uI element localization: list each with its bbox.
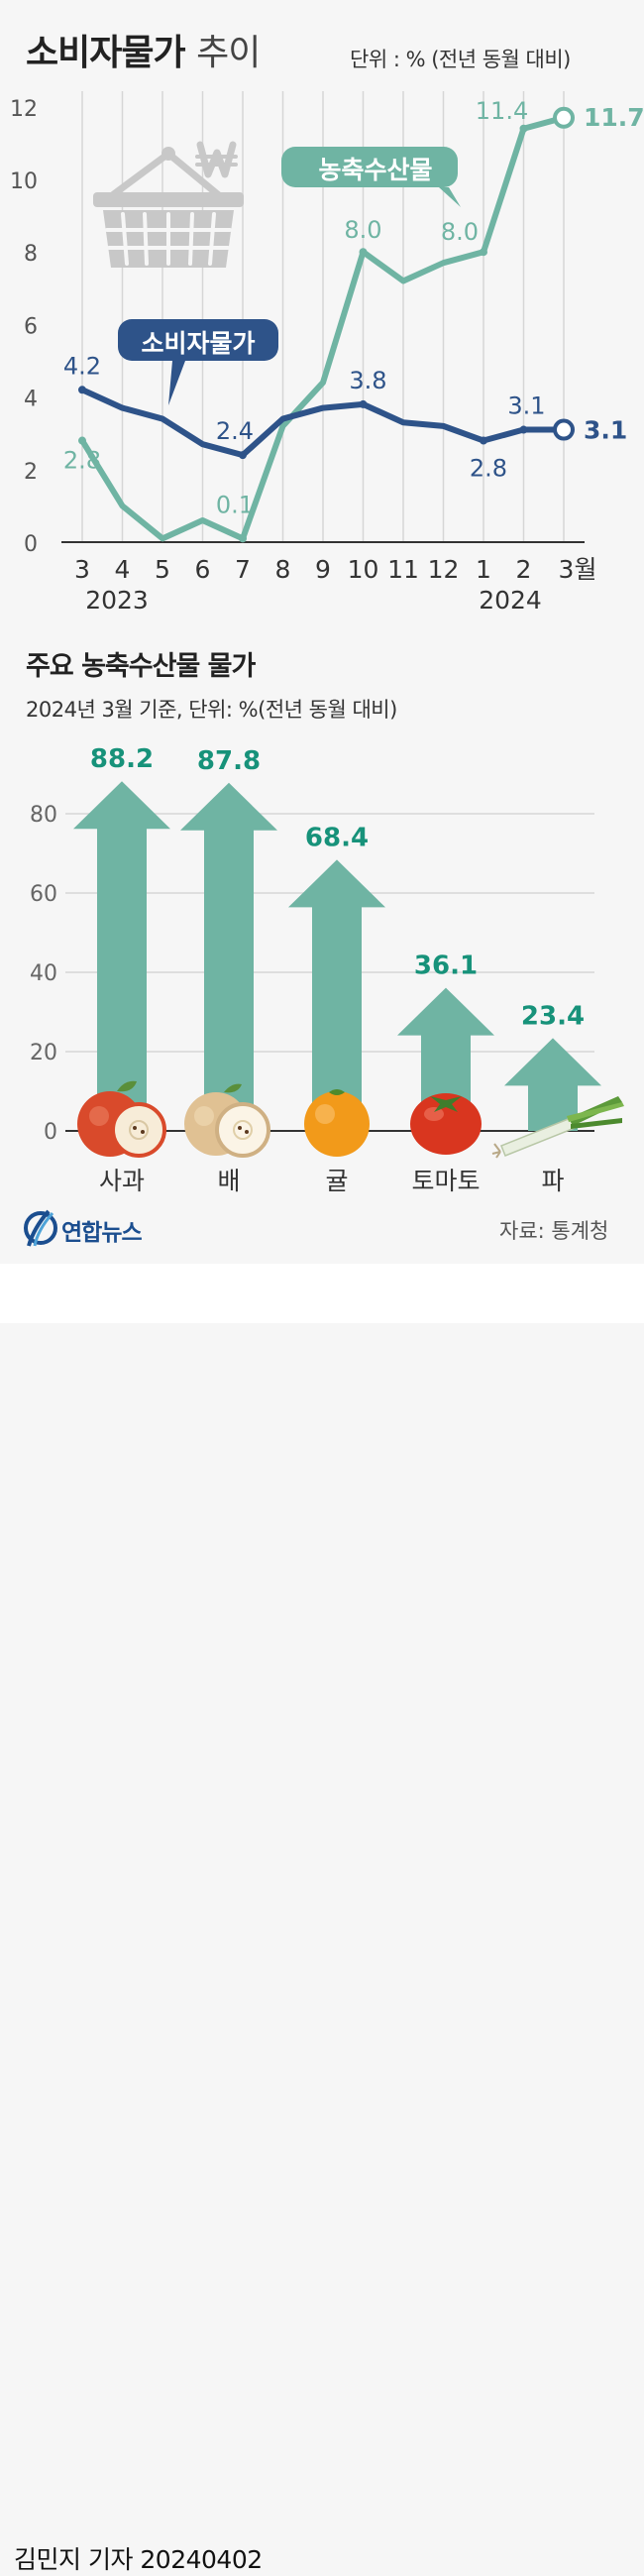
x-tick-label: 9 [315, 555, 331, 584]
bar-category-label: 파 [541, 1167, 564, 1195]
bar-y-tick-label: 80 [30, 803, 57, 828]
bar-arrow-4 [504, 1038, 601, 1131]
bar-value-label: 23.4 [521, 1001, 585, 1031]
bar-arrow-3 [397, 987, 494, 1131]
data-label: 2.8 [63, 447, 101, 475]
shopping-basket-icon [93, 141, 244, 268]
bar-section-title: 주요 농축수산물 물가 [26, 651, 256, 682]
y-tick-label: 8 [24, 242, 38, 267]
x-tick-label: 2 [516, 555, 532, 584]
bar-chart: 0 20 40 60 80 88.2 87.8 68.4 36.1 23.4 [30, 744, 624, 1195]
series-point [519, 425, 528, 434]
y-tick-label: 4 [24, 388, 38, 412]
y-tick-label: 0 [24, 532, 38, 557]
x-tick-label: 3월 [559, 555, 597, 584]
apple-icon [77, 1080, 166, 1158]
x-tick-label: 1 [476, 555, 491, 584]
bar-value-label: 36.1 [414, 952, 478, 981]
byline: 김민지 기자 20240402 [14, 2545, 263, 2574]
data-label: 4.2 [63, 352, 101, 380]
page-title: 소비자물가 추이 [26, 33, 261, 73]
x-tick-label: 5 [155, 555, 170, 584]
tomato-icon [410, 1093, 482, 1155]
bar-y-tick-label: 60 [30, 882, 57, 907]
x-tick-label: 6 [195, 555, 211, 584]
bar-category-label: 배 [217, 1167, 240, 1195]
yonhap-logo: 연합뉴스 [22, 1206, 180, 1250]
yonhap-logo-icon [24, 1209, 57, 1247]
x-tick-label: 8 [275, 555, 291, 584]
data-label: 11.4 [476, 97, 528, 125]
data-label: 3.8 [349, 367, 386, 394]
x-tick-label: 10 [348, 555, 379, 584]
bar-value-label: 68.4 [305, 823, 369, 852]
y-tick-label: 2 [24, 460, 38, 485]
bar-arrow-2 [288, 859, 385, 1131]
y-tick-label: 12 [10, 97, 38, 122]
bar-arrow-0 [73, 781, 170, 1131]
bar-value-label: 87.8 [197, 746, 261, 776]
agri-callout-label: 농축수산물 [318, 156, 432, 184]
bar-y-tick-label: 20 [30, 1041, 57, 1065]
data-label: 8.0 [441, 218, 479, 246]
data-label: 3.1 [507, 392, 545, 420]
data-label: 11.7 [584, 103, 644, 132]
series-point [359, 248, 368, 257]
source-note: 자료: 통계청 [499, 1219, 609, 1243]
year-label-2023: 2023 [85, 586, 149, 615]
y-tick-label: 10 [10, 169, 38, 194]
data-label: 3.1 [584, 416, 627, 445]
x-tick-label: 3 [74, 555, 90, 584]
infographic-card: 소비자물가 추이 단위 : % (전년 동월 대비) 0 2 4 6 8 10 12 3 4 5 6… [0, 0, 644, 1264]
green-onion-icon [491, 1096, 624, 1159]
series-point [359, 399, 368, 408]
y-tick-label: 6 [24, 314, 38, 339]
footer: 김민지 기자 20240402 [0, 1264, 644, 2574]
bar-arrow-1 [180, 782, 277, 1131]
series-point [480, 436, 487, 445]
bar-y-tick-label: 40 [30, 961, 57, 986]
cpi-callout-label: 소비자물가 [141, 329, 255, 358]
tangerine-icon [304, 1089, 370, 1157]
series-end-marker [553, 418, 575, 441]
bar-category-label: 토마토 [411, 1167, 480, 1195]
data-label: 2.4 [216, 417, 254, 445]
series-point [78, 436, 86, 445]
year-label-2024: 2024 [479, 586, 542, 615]
x-tick-label: 12 [428, 555, 460, 584]
data-label: 2.8 [470, 455, 507, 483]
data-label: 8.0 [344, 216, 381, 244]
series-end-marker [553, 106, 575, 129]
unit-note: 단위 : % (전년 동월 대비) [350, 48, 571, 71]
agri-callout: 농축수산물 [281, 147, 461, 207]
bar-value-label: 88.2 [90, 744, 154, 774]
bar-section-subtitle: 2024년 3월 기준, 단위: %(전년 동월 대비) [26, 698, 397, 722]
series-point [480, 248, 487, 257]
series-point [239, 451, 247, 460]
x-tick-label: 11 [387, 555, 419, 584]
pear-icon [184, 1083, 270, 1158]
series-point [239, 534, 247, 543]
cpi-callout: 소비자물가 [118, 319, 278, 405]
bar-category-label: 사과 [99, 1167, 145, 1195]
data-label: 0.1 [216, 491, 254, 518]
series-point [519, 124, 528, 133]
x-tick-label: 7 [235, 555, 251, 584]
x-tick-label: 4 [115, 555, 131, 584]
series-point [78, 386, 86, 394]
bar-category-label: 귤 [325, 1167, 348, 1195]
bar-y-tick-label: 0 [44, 1120, 57, 1145]
